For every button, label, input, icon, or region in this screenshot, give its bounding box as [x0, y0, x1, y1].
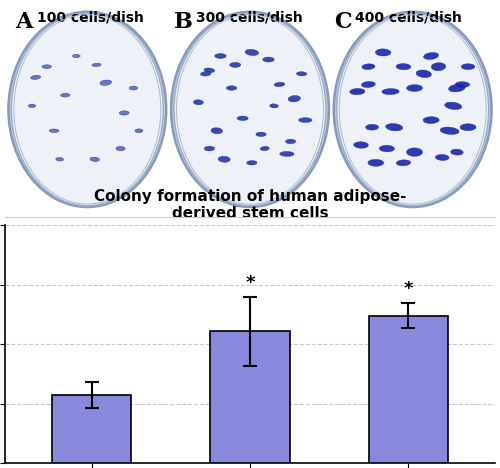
- Ellipse shape: [129, 86, 138, 90]
- Text: B: B: [174, 11, 193, 33]
- Text: 100 cells/dish: 100 cells/dish: [37, 11, 144, 25]
- Ellipse shape: [49, 129, 59, 132]
- Ellipse shape: [431, 63, 446, 71]
- Ellipse shape: [440, 127, 459, 134]
- Ellipse shape: [174, 13, 326, 206]
- Ellipse shape: [456, 82, 469, 87]
- Ellipse shape: [226, 86, 237, 90]
- Text: 300 cells/dish: 300 cells/dish: [196, 11, 303, 25]
- Ellipse shape: [461, 64, 475, 70]
- Ellipse shape: [334, 12, 492, 207]
- Ellipse shape: [288, 95, 300, 102]
- Ellipse shape: [423, 117, 439, 124]
- Ellipse shape: [215, 53, 226, 58]
- Ellipse shape: [30, 75, 40, 80]
- Ellipse shape: [56, 158, 64, 161]
- Bar: [52, 395, 132, 463]
- Ellipse shape: [274, 82, 285, 87]
- Title: Colony formation of human adipose-
derived stem cells: Colony formation of human adipose- deriv…: [94, 189, 406, 221]
- Bar: [210, 331, 290, 463]
- Ellipse shape: [444, 102, 462, 110]
- Ellipse shape: [237, 116, 248, 121]
- Text: *: *: [246, 274, 255, 292]
- Ellipse shape: [246, 161, 257, 165]
- Ellipse shape: [116, 146, 125, 151]
- Ellipse shape: [260, 146, 270, 151]
- Ellipse shape: [8, 12, 166, 207]
- Ellipse shape: [92, 63, 101, 66]
- Ellipse shape: [200, 72, 211, 76]
- Ellipse shape: [194, 100, 203, 105]
- Ellipse shape: [379, 145, 394, 152]
- Ellipse shape: [286, 139, 296, 144]
- Ellipse shape: [256, 132, 266, 137]
- Ellipse shape: [12, 13, 164, 206]
- Ellipse shape: [450, 149, 463, 155]
- Ellipse shape: [396, 64, 411, 70]
- Ellipse shape: [362, 81, 376, 88]
- Ellipse shape: [60, 93, 70, 97]
- Ellipse shape: [42, 65, 51, 68]
- Ellipse shape: [336, 13, 488, 206]
- Ellipse shape: [448, 84, 466, 92]
- Ellipse shape: [436, 154, 449, 161]
- Ellipse shape: [72, 54, 80, 58]
- Ellipse shape: [416, 70, 432, 78]
- Ellipse shape: [298, 117, 312, 123]
- Ellipse shape: [396, 160, 410, 166]
- Ellipse shape: [350, 88, 365, 95]
- Ellipse shape: [376, 49, 391, 56]
- Bar: [368, 316, 448, 463]
- Ellipse shape: [460, 124, 476, 131]
- Ellipse shape: [100, 80, 112, 86]
- Ellipse shape: [270, 104, 278, 108]
- Ellipse shape: [135, 129, 143, 132]
- Ellipse shape: [366, 124, 378, 130]
- Ellipse shape: [211, 128, 222, 134]
- Ellipse shape: [171, 12, 329, 207]
- Ellipse shape: [262, 57, 274, 62]
- Ellipse shape: [245, 49, 258, 56]
- Ellipse shape: [204, 146, 214, 151]
- Text: A: A: [15, 11, 32, 33]
- Ellipse shape: [28, 104, 36, 108]
- Ellipse shape: [424, 52, 438, 59]
- Ellipse shape: [382, 88, 399, 95]
- Ellipse shape: [368, 160, 384, 166]
- Ellipse shape: [362, 64, 375, 70]
- Text: 400 cells/dish: 400 cells/dish: [356, 11, 462, 25]
- Ellipse shape: [296, 72, 307, 76]
- Ellipse shape: [386, 124, 402, 131]
- Ellipse shape: [230, 62, 241, 67]
- Ellipse shape: [354, 142, 368, 148]
- Ellipse shape: [218, 156, 230, 162]
- Ellipse shape: [90, 157, 100, 161]
- Text: C: C: [334, 11, 352, 33]
- Ellipse shape: [406, 85, 422, 91]
- Ellipse shape: [406, 148, 422, 156]
- Ellipse shape: [280, 152, 294, 156]
- Ellipse shape: [119, 111, 129, 115]
- Ellipse shape: [204, 68, 215, 73]
- Text: *: *: [404, 280, 413, 299]
